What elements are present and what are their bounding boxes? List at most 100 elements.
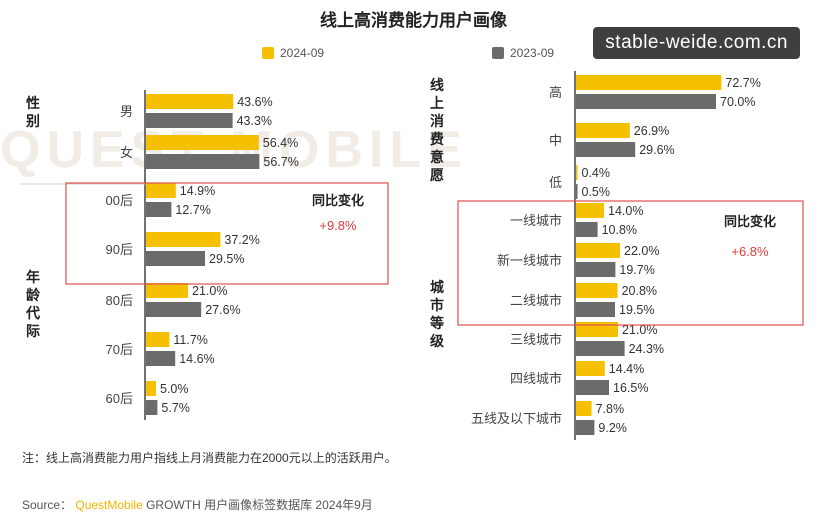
data-label: 0.4% bbox=[582, 166, 611, 180]
bar-2023-09 bbox=[146, 154, 260, 169]
data-label: 14.4% bbox=[609, 362, 644, 376]
group-label-char: 费 bbox=[430, 131, 444, 147]
legend-swatch-2023 bbox=[492, 47, 504, 59]
category-label: 二线城市 bbox=[510, 293, 562, 308]
watermark-overlay: stable-weide.com.cn bbox=[593, 27, 800, 59]
data-label: 7.8% bbox=[596, 402, 625, 416]
group-label-char: 级 bbox=[430, 333, 445, 349]
data-label: 21.0% bbox=[192, 284, 227, 298]
bar-2024-09 bbox=[576, 322, 618, 337]
category-label: 80后 bbox=[106, 293, 133, 308]
data-label: 29.6% bbox=[639, 143, 674, 157]
category-label: 高 bbox=[549, 85, 562, 100]
category-label: 70后 bbox=[106, 342, 133, 357]
group-label-char: 龄 bbox=[26, 287, 41, 303]
group-label-char: 意 bbox=[430, 149, 444, 165]
data-label: 21.0% bbox=[622, 323, 657, 337]
data-label: 26.9% bbox=[634, 124, 669, 138]
group-label-char: 际 bbox=[26, 323, 40, 339]
group-label-char: 代 bbox=[25, 305, 40, 321]
group-label-char: 城 bbox=[430, 279, 444, 295]
annotation-value: +9.8% bbox=[319, 218, 357, 233]
legend-item-2023: 2023-09 bbox=[492, 46, 554, 60]
category-label: 五线及以下城市 bbox=[471, 411, 562, 426]
category-label: 00后 bbox=[106, 193, 133, 208]
bar-2024-09 bbox=[146, 183, 176, 198]
data-label: 9.2% bbox=[598, 421, 627, 435]
bar-2023-09 bbox=[576, 262, 616, 277]
legend-swatch-2024 bbox=[262, 47, 274, 59]
data-label: 12.7% bbox=[175, 203, 210, 217]
data-label: 56.7% bbox=[263, 155, 298, 169]
bar-2024-09 bbox=[146, 332, 170, 347]
group-label-char: 市 bbox=[430, 297, 444, 313]
bar-2023-09 bbox=[576, 420, 595, 435]
data-label: 29.5% bbox=[209, 252, 244, 266]
group-label-char: 愿 bbox=[430, 167, 444, 183]
data-label: 37.2% bbox=[224, 233, 259, 247]
data-label: 14.6% bbox=[179, 352, 214, 366]
group-label-char: 消 bbox=[430, 113, 444, 129]
footnote: 注：线上高消费能力用户指线上月消费能力在2000元以上的活跃用户。 bbox=[22, 451, 397, 465]
bar-2023-09 bbox=[146, 302, 202, 317]
group-label-char: 等 bbox=[430, 315, 444, 331]
bar-2023-09 bbox=[146, 351, 176, 366]
group-label-char: 上 bbox=[430, 95, 444, 111]
data-label: 70.0% bbox=[720, 95, 755, 109]
data-label: 72.7% bbox=[725, 76, 760, 90]
bar-2023-09 bbox=[576, 380, 609, 395]
bar-2023-09 bbox=[576, 302, 615, 317]
category-label: 新一线城市 bbox=[497, 253, 562, 268]
data-label: 20.8% bbox=[622, 284, 657, 298]
data-label: 27.6% bbox=[205, 303, 240, 317]
source-line: Source： QuestMobile GROWTH 用户画像标签数据库 202… bbox=[22, 496, 373, 513]
bar-2023-09 bbox=[576, 142, 636, 157]
bar-2024-09 bbox=[576, 165, 578, 180]
data-label: 14.0% bbox=[608, 204, 643, 218]
legend-label-2023: 2023-09 bbox=[510, 46, 555, 60]
category-label: 女 bbox=[120, 145, 133, 160]
bar-2024-09 bbox=[576, 243, 620, 258]
page-title: 线上高消费能力用户画像 bbox=[320, 11, 507, 30]
bar-2023-09 bbox=[146, 202, 172, 217]
data-label: 56.4% bbox=[263, 136, 298, 150]
bar-2024-09 bbox=[576, 283, 618, 298]
bar-2023-09 bbox=[146, 400, 158, 415]
data-label: 24.3% bbox=[629, 342, 664, 356]
bar-2024-09 bbox=[576, 203, 604, 218]
group-label-char: 别 bbox=[25, 113, 40, 129]
data-label: 19.7% bbox=[619, 263, 654, 277]
category-label: 四线城市 bbox=[510, 371, 562, 386]
category-label: 90后 bbox=[106, 242, 133, 257]
bar-2023-09 bbox=[576, 94, 716, 109]
annotation-title: 同比变化 bbox=[312, 193, 364, 208]
annotation-title: 同比变化 bbox=[724, 214, 776, 229]
bar-2024-09 bbox=[576, 75, 722, 90]
data-label: 5.0% bbox=[160, 382, 189, 396]
annotation-value: +6.8% bbox=[731, 244, 769, 259]
group-label-char: 性 bbox=[26, 95, 40, 111]
data-label: 10.8% bbox=[602, 223, 637, 237]
category-label: 60后 bbox=[106, 391, 133, 406]
data-label: 43.3% bbox=[237, 114, 272, 128]
source-brand: QuestMobile bbox=[75, 498, 143, 512]
category-label: 男 bbox=[120, 104, 133, 119]
bar-2024-09 bbox=[146, 381, 156, 396]
category-label: 三线城市 bbox=[510, 332, 562, 347]
bar-2023-09 bbox=[576, 184, 578, 199]
data-label: 5.7% bbox=[161, 401, 190, 415]
bar-2023-09 bbox=[146, 251, 205, 266]
highlight-box bbox=[65, 182, 389, 285]
group-label-char: 年 bbox=[26, 269, 40, 285]
data-label: 14.9% bbox=[180, 184, 215, 198]
category-label: 低 bbox=[549, 175, 562, 190]
bar-2024-09 bbox=[576, 401, 592, 416]
bar-2023-09 bbox=[576, 222, 598, 237]
category-label: 中 bbox=[549, 133, 562, 148]
bar-2024-09 bbox=[146, 232, 221, 247]
data-label: 11.7% bbox=[173, 333, 208, 347]
bar-2024-09 bbox=[146, 94, 234, 109]
category-label: 一线城市 bbox=[510, 213, 562, 228]
legend-item-2024: 2024-09 bbox=[262, 46, 324, 60]
